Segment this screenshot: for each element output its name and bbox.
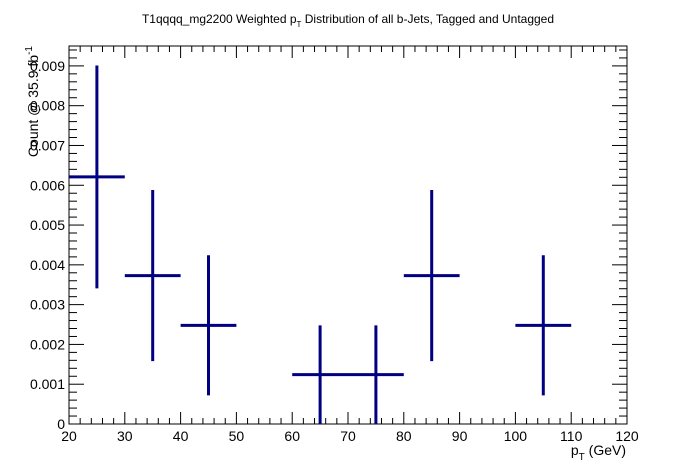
data-point (180, 255, 237, 396)
x-tick-labels: 20 30 40 50 60 70 80 90 100 110 120 (61, 428, 639, 444)
x-tick-label: 60 (284, 428, 300, 444)
x-tick-label: 30 (117, 428, 133, 444)
y-tick-label: 0.008 (30, 98, 65, 114)
x-tick-label: 120 (615, 428, 639, 444)
y-tick-label: 0.007 (30, 137, 65, 153)
x-tick-label: 90 (452, 428, 468, 444)
data-point (124, 190, 181, 362)
y-tick-label: 0.009 (30, 58, 65, 74)
data-point (69, 65, 125, 289)
x-tick-label: 20 (61, 428, 77, 444)
data-point (292, 325, 348, 424)
x-tick-label: 40 (173, 428, 189, 444)
x-tick-label: 110 (560, 428, 583, 444)
y-tick-label: 0.001 (30, 376, 65, 392)
y-tick-labels: 0 0.001 0.002 0.003 0.004 0.005 0.006 0.007 0.00… (30, 58, 65, 432)
y-tick-label: 0.005 (30, 217, 65, 233)
y-tick-label: 0.003 (30, 297, 65, 313)
data-points (69, 65, 572, 424)
x-axis-title: pT (GeV) (571, 442, 626, 463)
y-tick-label: 0.006 (30, 177, 65, 193)
y-axis-title: Count @ 35.9 fb-1 (24, 46, 41, 158)
x-tick-label: 70 (340, 428, 356, 444)
chart-title: T1qqqq_mg2200 Weighted pT Distribution o… (142, 12, 554, 29)
x-tick-label: 100 (504, 428, 528, 444)
x-tick-label: 50 (229, 428, 245, 444)
y-tick-label: 0.002 (30, 336, 65, 352)
x-tick-label: 80 (396, 428, 412, 444)
y-tick-label: 0 (57, 416, 65, 432)
data-point (348, 325, 404, 424)
data-point (403, 190, 460, 362)
y-tick-label: 0.004 (30, 257, 65, 273)
axis-ticks (68, 46, 628, 425)
data-point (515, 255, 572, 396)
